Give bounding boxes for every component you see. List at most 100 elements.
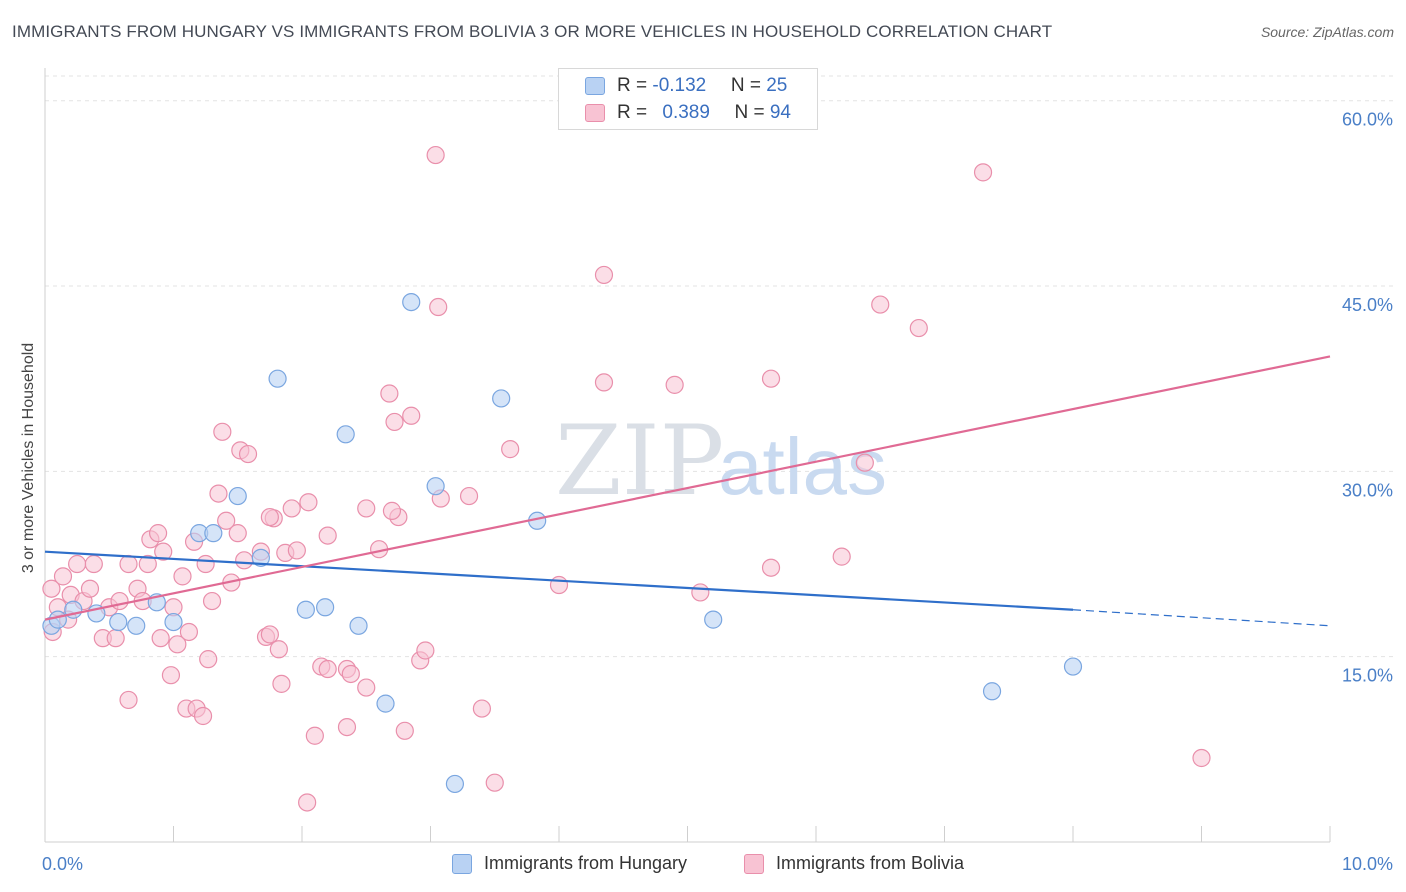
bolivia-point <box>80 579 100 598</box>
y-tick-label: 45.0% <box>1342 295 1393 315</box>
hungary-legend-label: Immigrants from Hungary <box>484 853 688 873</box>
bolivia-point <box>549 575 569 595</box>
bolivia-point <box>337 717 357 737</box>
bolivia-point <box>761 369 781 388</box>
bolivia-legend-swatch <box>744 854 764 874</box>
hungary-point <box>127 616 146 635</box>
chart-title: IMMIGRANTS FROM HUNGARY VS IMMIGRANTS FR… <box>12 22 1053 41</box>
hungary-r-label: R = <box>617 75 653 96</box>
bolivia-point <box>260 625 279 644</box>
bolivia-r-value: 0.389 <box>662 102 710 123</box>
bolivia-point <box>106 629 125 648</box>
bolivia-point <box>299 493 318 512</box>
hungary-point <box>251 548 270 567</box>
hungary-point <box>426 477 445 496</box>
hungary-point <box>228 486 247 506</box>
bolivia-point <box>161 666 181 685</box>
x-tick-label-max: 10.0% <box>1342 854 1393 874</box>
bolivia-n-label: N = <box>734 102 770 123</box>
bolivia-point <box>168 635 187 654</box>
hungary-n-value: 25 <box>766 75 788 96</box>
bolivia-point <box>385 412 404 432</box>
bolivia-point <box>193 706 213 726</box>
bolivia-point <box>665 375 684 394</box>
bolivia-point <box>228 524 247 543</box>
bolivia-point <box>202 591 222 611</box>
hungary-point <box>492 389 511 408</box>
hungary-point <box>1063 657 1083 676</box>
bolivia-point <box>402 406 421 425</box>
y-tick-label: 60.0% <box>1342 110 1393 130</box>
bolivia-point <box>973 163 993 182</box>
bolivia-points <box>42 145 1211 812</box>
bolivia-point <box>298 793 317 812</box>
hungary-point <box>402 292 421 312</box>
bolivia-point <box>199 650 218 669</box>
hungary-point <box>376 694 395 713</box>
bolivia-point <box>871 295 890 314</box>
axes <box>44 68 1331 843</box>
hungary-point <box>164 612 183 632</box>
bolivia-point <box>341 664 360 684</box>
bolivia-point <box>179 622 199 642</box>
bolivia-point <box>235 551 254 570</box>
hungary-swatch <box>585 77 605 95</box>
bolivia-point <box>173 567 192 586</box>
bolivia-point <box>691 583 710 602</box>
bolivia-point <box>380 384 399 403</box>
bolivia-point <box>1192 748 1211 768</box>
tick-labels: 15.0% 30.0% 45.0% 60.0% 0.0% 10.0% <box>42 110 1393 874</box>
hungary-point <box>336 425 355 444</box>
bolivia-point <box>485 773 504 792</box>
bolivia-r-label: R = <box>617 102 653 123</box>
hungary-point <box>982 682 1002 701</box>
hungary-point <box>268 369 287 388</box>
bolivia-point <box>119 554 138 574</box>
hungary-trend-line <box>44 550 1074 611</box>
bolivia-swatch <box>585 104 605 122</box>
bolivia-point <box>217 511 236 530</box>
bolivia-point <box>318 659 337 679</box>
bolivia-point <box>855 453 874 472</box>
bolivia-point <box>42 579 61 598</box>
hungary-point <box>349 616 368 635</box>
bolivia-point <box>53 567 73 586</box>
hungary-point <box>48 610 67 629</box>
watermark-zip: ZIP <box>555 405 724 517</box>
hungary-point <box>316 598 335 617</box>
bolivia-point <box>238 444 258 464</box>
bolivia-point <box>357 499 376 518</box>
bolivia-point <box>357 678 376 697</box>
series-legend: Immigrants from Hungary Immigrants from … <box>0 852 1406 878</box>
hungary-point <box>109 612 128 632</box>
bolivia-point <box>832 547 851 566</box>
bolivia-point <box>426 145 445 165</box>
bolivia-point <box>287 541 306 560</box>
bolivia-legend-label: Immigrants from Bolivia <box>776 853 965 873</box>
trend-lines <box>44 355 1331 627</box>
bolivia-point <box>138 554 157 574</box>
hungary-trend-extension <box>1072 609 1331 627</box>
bolivia-point <box>459 486 479 506</box>
bolivia-point <box>269 640 288 659</box>
bolivia-point <box>318 526 337 545</box>
bolivia-point <box>84 554 103 574</box>
bolivia-point <box>148 524 168 543</box>
bolivia-point <box>154 542 173 561</box>
bolivia-point <box>472 699 491 718</box>
y-tick-label: 30.0% <box>1342 480 1393 500</box>
bolivia-point <box>119 690 138 710</box>
bolivia-point <box>395 721 414 740</box>
bolivia-point <box>382 501 402 520</box>
bolivia-point <box>594 373 614 392</box>
hungary-point <box>296 600 315 619</box>
bolivia-point <box>909 318 928 338</box>
bolivia-point <box>594 265 614 285</box>
source-label: Source: ZipAtlas.com <box>1260 24 1394 40</box>
gridlines <box>45 75 1393 658</box>
bolivia-point <box>110 591 129 611</box>
hungary-r-value: -0.132 <box>652 75 707 96</box>
bolivia-point <box>209 484 228 503</box>
bolivia-point <box>68 554 87 574</box>
